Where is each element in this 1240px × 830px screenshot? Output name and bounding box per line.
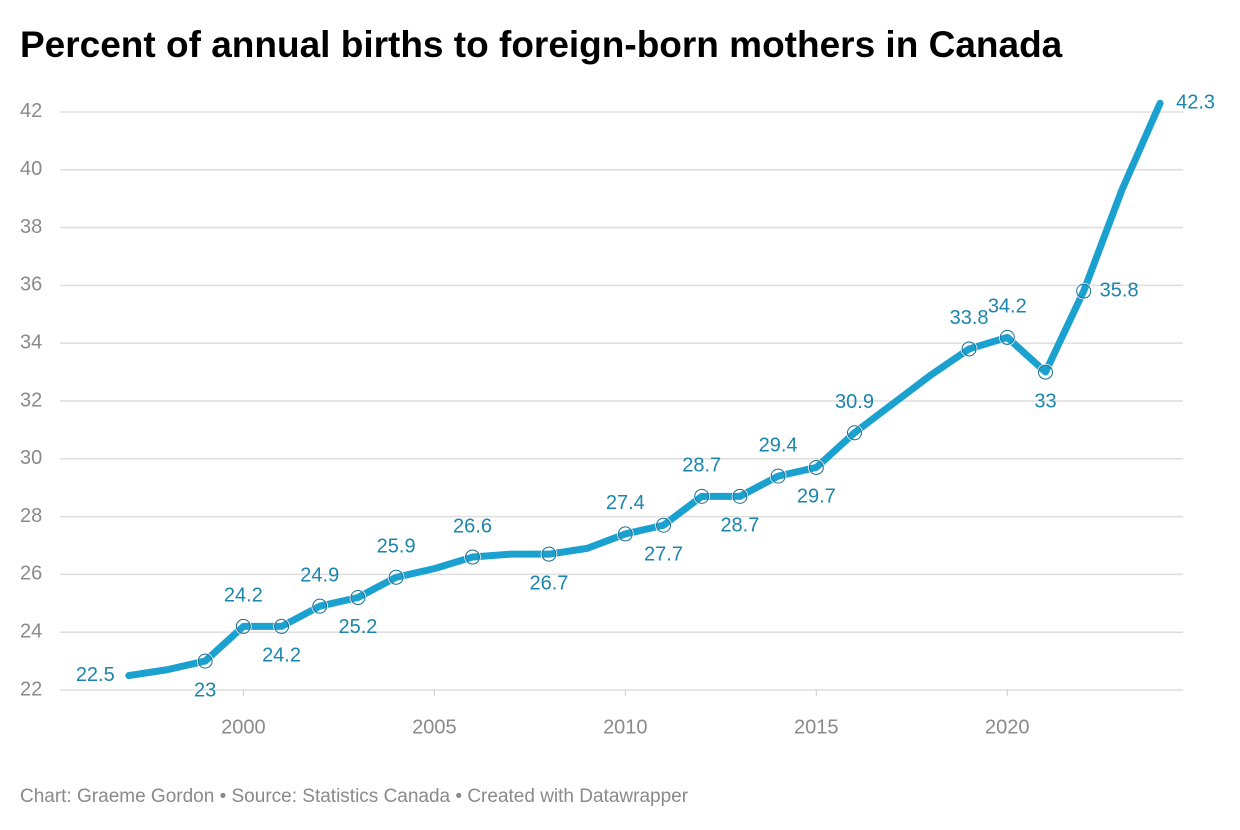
y-tick-label: 26 <box>20 563 42 585</box>
data-label: 23 <box>194 679 216 701</box>
point-ring <box>197 653 213 669</box>
point-ring <box>1037 364 1053 380</box>
data-label: 24.2 <box>262 645 301 667</box>
data-label: 26.7 <box>529 572 568 594</box>
point-ring <box>999 329 1015 345</box>
data-label: 25.9 <box>377 536 416 558</box>
point-ring <box>274 618 290 634</box>
x-tick-label: 2020 <box>985 716 1030 738</box>
data-label: 28.7 <box>720 515 759 537</box>
chart-title: Percent of annual births to foreign-born… <box>20 24 1063 65</box>
y-tick-label: 28 <box>20 505 42 527</box>
data-label: 35.8 <box>1100 279 1139 301</box>
chart-source: Chart: Graeme Gordon • Source: Statistic… <box>20 786 689 807</box>
y-tick-label: 30 <box>20 447 42 469</box>
data-label: 42.3 <box>1176 92 1215 114</box>
point-ring <box>541 546 557 562</box>
y-tick-label: 24 <box>20 620 42 642</box>
x-tick-label: 2010 <box>603 716 648 738</box>
point-ring <box>312 598 328 614</box>
point-ring <box>617 526 633 542</box>
point-ring <box>847 425 863 441</box>
y-tick-label: 40 <box>20 158 42 180</box>
y-tick-label: 38 <box>20 216 42 238</box>
x-tick-label: 2015 <box>794 716 839 738</box>
data-label: 33 <box>1034 390 1056 412</box>
point-ring <box>808 459 824 475</box>
data-label: 24.2 <box>224 585 263 607</box>
data-label: 26.6 <box>453 515 492 537</box>
data-label: 22.5 <box>76 664 115 686</box>
data-label: 25.2 <box>338 616 377 638</box>
data-label: 30.9 <box>835 391 874 413</box>
y-tick-label: 32 <box>20 389 42 411</box>
point-ring <box>388 569 404 585</box>
x-tick-label: 2005 <box>412 716 457 738</box>
point-ring <box>465 549 481 565</box>
y-tick-label: 22 <box>20 678 42 700</box>
data-label: 27.7 <box>644 544 683 566</box>
data-label: 29.7 <box>797 486 836 508</box>
point-ring <box>770 468 786 484</box>
data-line <box>125 99 1164 680</box>
data-label: 33.8 <box>950 307 989 329</box>
point-ring <box>961 341 977 357</box>
y-tick-label: 36 <box>20 274 42 296</box>
point-ring <box>235 618 251 634</box>
data-label: 34.2 <box>988 296 1027 318</box>
x-tick-label: 2000 <box>221 716 266 738</box>
point-ring <box>350 590 366 606</box>
data-label: 28.7 <box>682 455 721 477</box>
point-ring <box>1076 283 1092 299</box>
data-label: 27.4 <box>606 492 645 514</box>
point-ring <box>694 488 710 504</box>
point-ring <box>656 517 672 533</box>
y-tick-label: 42 <box>20 100 42 122</box>
data-label: 24.9 <box>300 564 339 586</box>
data-label: 29.4 <box>759 434 798 456</box>
point-ring <box>732 488 748 504</box>
y-tick-label: 34 <box>20 331 42 353</box>
